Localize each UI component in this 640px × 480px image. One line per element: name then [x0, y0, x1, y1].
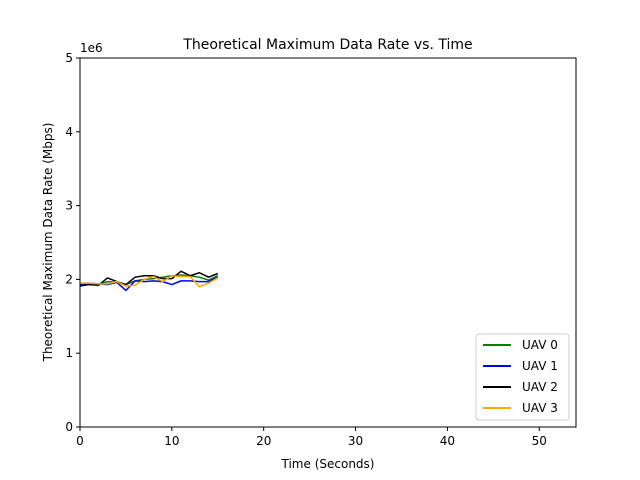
legend-label-uav-1: UAV 1 [522, 359, 558, 373]
y-tick-label: 1 [65, 346, 73, 360]
plot-frame [79, 57, 577, 428]
x-tick-label: 40 [440, 434, 455, 448]
series-line-uav-2 [79, 270, 219, 287]
x-tick-label: 20 [256, 434, 271, 448]
y-axis-offset-label: 1e6 [80, 41, 103, 55]
x-tick-label: 10 [164, 434, 179, 448]
y-tick-label: 0 [65, 420, 73, 434]
chart-title: Theoretical Maximum Data Rate vs. Time [182, 37, 472, 53]
legend-box [475, 333, 570, 421]
legend-label-uav-3: UAV 3 [522, 401, 558, 415]
x-tick-label: 30 [348, 434, 363, 448]
x-axis-ticks: 0 10 20 30 40 50 [76, 427, 547, 448]
legend-label-uav-2: UAV 2 [522, 380, 558, 394]
x-tick-label: 0 [76, 434, 84, 448]
x-axis-label: Time (Seconds) [281, 457, 375, 471]
legend-label-uav-0: UAV 0 [522, 338, 558, 352]
y-tick-label: 3 [65, 199, 73, 213]
legend: UAV 0 UAV 1 UAV 2 UAV 3 [475, 333, 570, 421]
y-axis-label: Theoretical Maximum Data Rate (Mbps) [41, 123, 55, 363]
series-lines [79, 270, 219, 292]
y-tick-label: 5 [65, 51, 73, 65]
series-line-uav-3 [80, 274, 219, 288]
y-tick-label: 4 [65, 125, 73, 139]
y-axis-ticks: 0 1 2 3 4 5 [65, 51, 80, 434]
x-tick-label: 50 [532, 434, 547, 448]
y-tick-label: 2 [65, 272, 73, 286]
